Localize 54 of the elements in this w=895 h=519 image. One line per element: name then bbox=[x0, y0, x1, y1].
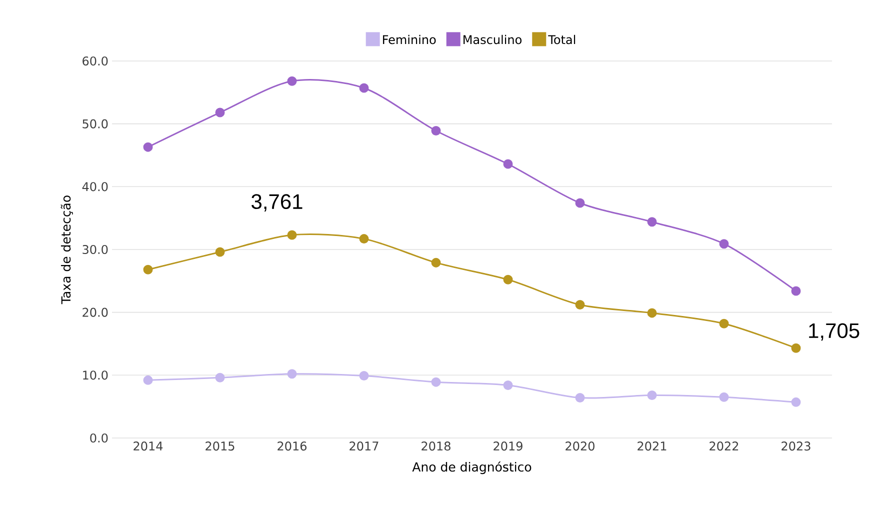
x-tick-label: 2023 bbox=[782, 442, 810, 451]
x-tick-label: 2020 bbox=[566, 442, 594, 451]
x-tick-label: 2015 bbox=[206, 442, 234, 451]
annotation: 3,761 bbox=[252, 194, 302, 212]
x-tick-label: 2018 bbox=[422, 442, 450, 451]
point bbox=[215, 108, 225, 118]
x-tick-label: 2017 bbox=[350, 442, 378, 451]
y-tick-label: 50.0 bbox=[82, 119, 108, 128]
point bbox=[719, 392, 729, 402]
point bbox=[575, 300, 585, 310]
point bbox=[287, 230, 297, 240]
point bbox=[719, 239, 729, 249]
point bbox=[575, 393, 585, 403]
point bbox=[647, 217, 657, 227]
x-tick-label: 2021 bbox=[638, 442, 666, 451]
point bbox=[647, 390, 657, 400]
point bbox=[215, 247, 225, 257]
point bbox=[791, 397, 801, 407]
annotation: 1,705 bbox=[809, 323, 860, 341]
point bbox=[287, 76, 297, 86]
y-tick-label: 10.0 bbox=[83, 370, 108, 380]
point bbox=[143, 264, 153, 274]
point bbox=[215, 372, 225, 382]
legend-label: Feminino bbox=[383, 34, 436, 44]
y-axis-title: Taxa de detecção bbox=[60, 196, 73, 304]
point bbox=[503, 159, 513, 169]
point bbox=[287, 369, 297, 379]
y-tick-label: 60.0 bbox=[82, 56, 108, 66]
point bbox=[359, 234, 369, 244]
point bbox=[359, 371, 369, 381]
point bbox=[431, 258, 441, 268]
point bbox=[143, 142, 153, 152]
y-tick-label: 40.0 bbox=[82, 182, 108, 192]
point bbox=[359, 83, 369, 93]
point bbox=[431, 377, 441, 387]
point bbox=[143, 375, 153, 385]
x-tick-label: 2016 bbox=[278, 442, 307, 451]
y-tick-label: 20.0 bbox=[82, 308, 108, 317]
point bbox=[719, 318, 729, 328]
point bbox=[647, 308, 657, 318]
x-tick-label: 2022 bbox=[710, 442, 738, 451]
y-tick-label: 30.0 bbox=[82, 244, 108, 254]
point bbox=[575, 198, 585, 208]
legend-label: Total bbox=[548, 34, 576, 44]
point bbox=[791, 286, 801, 296]
point bbox=[431, 126, 441, 136]
y-tick-label: 0.0 bbox=[90, 433, 108, 443]
x-tick-label: 2014 bbox=[134, 442, 163, 451]
x-tick-label: 2019 bbox=[494, 442, 522, 451]
x-axis-title: Ano de diagnóstico bbox=[412, 461, 532, 474]
point bbox=[503, 380, 513, 390]
point bbox=[791, 343, 801, 353]
point bbox=[503, 274, 513, 284]
legend-label: Masculino bbox=[464, 34, 522, 44]
